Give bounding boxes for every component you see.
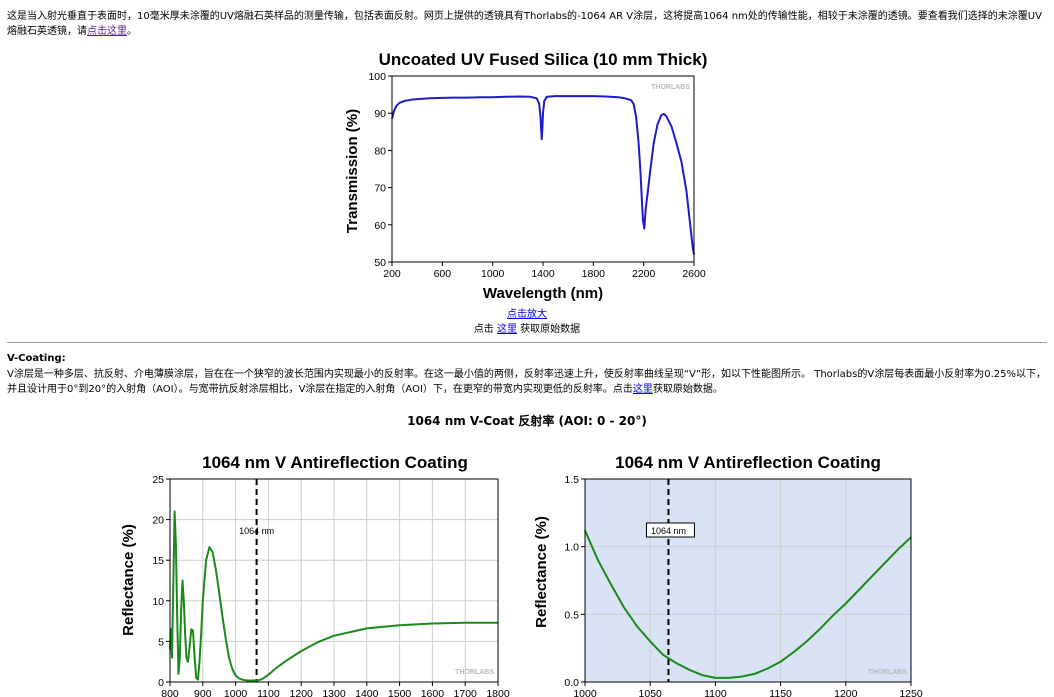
- reflectance-zoom-title: 1064 nm V Antireflection Coating: [615, 453, 881, 472]
- x-tick-label: 1700: [454, 688, 478, 697]
- x-tick-label: 1200: [290, 688, 314, 697]
- reflectance-wide-title: 1064 nm V Antireflection Coating: [202, 453, 468, 472]
- y-tick-label: 20: [152, 515, 164, 527]
- x-tick-label: 1800: [582, 268, 606, 280]
- zoom-link[interactable]: 点击放大: [507, 309, 547, 320]
- y-tick-label: 25: [152, 474, 164, 486]
- x-tick-label: 600: [434, 268, 452, 280]
- uncoated-lenses-link[interactable]: 点击这里: [87, 26, 127, 37]
- intro-end: 。: [127, 26, 137, 37]
- y-tick-label: 0.5: [564, 609, 579, 621]
- section-divider: [7, 342, 1047, 343]
- transmission-raw-data-link[interactable]: 这里: [497, 324, 517, 335]
- reflectance-wide-y-axis-label: Reflectance (%): [120, 524, 137, 636]
- raw-data-row: 点击 这里 获取原始数据: [0, 320, 1054, 335]
- reflectance-zoom-y-axis-label: Reflectance (%): [533, 516, 550, 628]
- x-tick-label: 1400: [355, 688, 379, 697]
- x-tick-label: 1800: [486, 688, 510, 697]
- x-tick-label: 2200: [632, 268, 656, 280]
- transmission-y-axis-label: Transmission (%): [344, 109, 361, 233]
- x-tick-label: 1050: [639, 688, 663, 697]
- plot-frame: [391, 75, 695, 263]
- y-tick-label: 0.0: [564, 677, 579, 689]
- x-tick-label: 1100: [257, 688, 280, 697]
- x-tick-label: 1000: [481, 268, 505, 280]
- data-series-line: [391, 95, 695, 255]
- plot-area: [585, 479, 911, 682]
- y-tick-label: 90: [374, 108, 386, 120]
- data-series-line: [169, 510, 498, 682]
- thorlabs-watermark: THORLABS: [651, 84, 690, 91]
- thorlabs-watermark: THORLABS: [868, 669, 907, 676]
- vcoating-raw-data-link[interactable]: 这里: [632, 384, 653, 395]
- vcoating-paragraph: V涂层是一种多层、抗反射、介电薄膜涂层，旨在在一个狭窄的波长范围内实现最小的反射…: [7, 367, 1047, 397]
- intro-paragraph: 这是当入射光垂直于表面时，10毫米厚未涂覆的UV熔融石英样品的测量传输，包括表面…: [7, 9, 1047, 39]
- transmission-chart-title: Uncoated UV Fused Silica (10 mm Thick): [379, 50, 708, 69]
- x-tick-label: 1600: [421, 688, 445, 697]
- x-tick-label: 900: [194, 688, 212, 697]
- y-tick-label: 15: [152, 555, 164, 567]
- vcoating-heading: V-Coating:: [7, 353, 66, 364]
- y-tick-label: 1.5: [564, 474, 579, 486]
- raw-data-prefix: 点击: [473, 324, 497, 335]
- y-tick-label: 1.0: [564, 542, 579, 554]
- plot-frame: [584, 478, 912, 683]
- x-tick-label: 200: [383, 268, 401, 280]
- y-tick-label: 10: [152, 596, 164, 608]
- x-tick-label: 800: [161, 688, 179, 697]
- x-tick-label: 1400: [531, 268, 555, 280]
- x-tick-label: 1150: [769, 688, 792, 697]
- raw-data-suffix: 获取原始数据: [517, 324, 581, 335]
- marker-label: 1064 nm: [239, 526, 274, 536]
- x-tick-label: 1000: [573, 688, 597, 697]
- y-tick-label: 0: [158, 677, 164, 689]
- x-tick-label: 1000: [224, 688, 248, 697]
- transmission-x-axis-label: Wavelength (nm): [483, 285, 603, 302]
- x-tick-label: 2600: [682, 268, 706, 280]
- vcoating-text: V涂层是一种多层、抗反射、介电薄膜涂层，旨在在一个狭窄的波长范围内实现最小的反射…: [7, 369, 1046, 395]
- marker-label: 1064 nm: [651, 526, 686, 536]
- reflectance-section-title: 1064 nm V-Coat 反射率 (AOI: 0 - 20°): [407, 414, 647, 428]
- plot-frame: [169, 478, 499, 683]
- y-tick-label: 100: [368, 71, 386, 83]
- x-tick-label: 1100: [704, 688, 727, 697]
- y-tick-label: 70: [374, 183, 386, 195]
- y-tick-label: 5: [158, 636, 164, 648]
- x-tick-label: 1250: [899, 688, 923, 697]
- thorlabs-watermark: THORLABS: [455, 669, 494, 676]
- x-tick-label: 1200: [834, 688, 858, 697]
- data-series-line: [584, 530, 912, 679]
- zoom-row: 点击放大: [0, 305, 1054, 320]
- y-tick-label: 60: [374, 220, 386, 232]
- intro-text: 这是当入射光垂直于表面时，10毫米厚未涂覆的UV熔融石英样品的测量传输，包括表面…: [7, 11, 1042, 37]
- vcoating-end: 获取原始数据。: [652, 384, 723, 395]
- y-tick-label: 80: [374, 145, 386, 157]
- x-tick-label: 1500: [388, 688, 412, 697]
- y-tick-label: 50: [374, 257, 386, 269]
- x-tick-label: 1300: [322, 688, 346, 697]
- marker-label-box: [645, 522, 695, 538]
